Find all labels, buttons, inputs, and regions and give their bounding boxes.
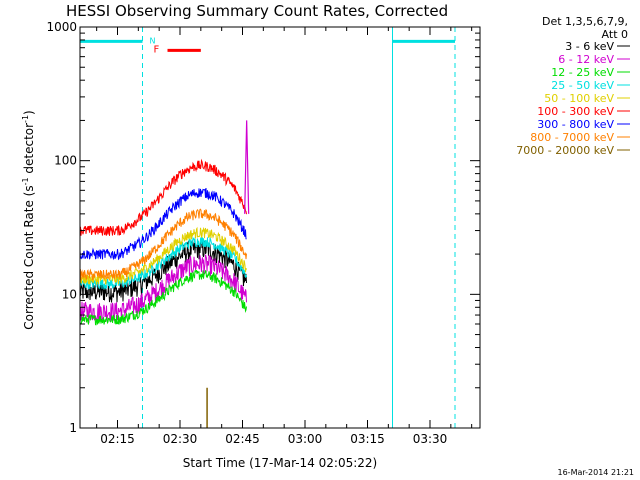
- legend-item-6: 300 - 800 keV: [537, 118, 614, 131]
- series-line-0: [79, 240, 247, 303]
- series-line-2: [79, 269, 247, 326]
- legend-item-5: 100 - 300 keV: [537, 105, 614, 118]
- x-tick-label: 02:15: [100, 432, 135, 446]
- y-axis-label-sup2: -1: [21, 115, 30, 123]
- plot-frame: 02:15 02:30 02:45 03:00 03:15 03:30 1 10 100 1000: [46, 20, 481, 446]
- x-tick-label: 02:45: [225, 432, 260, 446]
- chart-title: HESSI Observing Summary Count Rates, Cor…: [66, 2, 448, 20]
- y-tick-label: 1: [69, 421, 77, 435]
- plot-lines: NF: [79, 27, 456, 428]
- x-tick-label: 02:30: [163, 432, 198, 446]
- legend-item-4: 50 - 100 keV: [544, 92, 614, 105]
- y-axis-label-end: ): [22, 110, 36, 115]
- legend-header-line2: Att 0: [602, 28, 628, 41]
- series-line-1: [79, 254, 247, 324]
- plot-box: [79, 26, 481, 429]
- y-tick-label: 1000: [46, 20, 77, 34]
- series-line-5: [79, 158, 247, 236]
- legend-item-0: 3 - 6 keV: [565, 40, 614, 53]
- series-line-4: [79, 226, 247, 285]
- x-axis-label: Start Time (17-Mar-14 02:05:22): [183, 456, 377, 470]
- x-tick-label: 03:00: [288, 432, 323, 446]
- legend-header-line1: Det 1,3,5,6,7,9,: [542, 15, 628, 28]
- flag-label-n: N: [150, 36, 156, 45]
- legend-item-3: 25 - 50 keV: [551, 79, 614, 92]
- flare-spike: [244, 120, 250, 214]
- legend-item-1: 6 - 12 keV: [558, 53, 614, 66]
- y-axis-label-main: Corrected Count Rate (s: [22, 185, 36, 329]
- y-tick-label: 100: [54, 154, 77, 168]
- legend-item-8: 7000 - 20000 keV: [516, 144, 614, 157]
- y-axis-label-mid: detector: [22, 123, 36, 178]
- y-axis-label-sup1: -1: [21, 177, 30, 185]
- footer-date: 16-Mar-2014 21:21: [558, 468, 635, 477]
- series-line-7: [79, 208, 247, 281]
- x-tick-label: 03:15: [350, 432, 385, 446]
- y-tick-label: 10: [62, 287, 77, 301]
- flag-label-f: F: [154, 44, 160, 55]
- y-axis-label: Corrected Count Rate (s-1 detector-1): [21, 110, 36, 329]
- legend-item-2: 12 - 25 keV: [551, 66, 614, 79]
- legend-item-7: 800 - 7000 keV: [530, 131, 614, 144]
- series-line-6: [79, 187, 247, 261]
- series-line-3: [79, 235, 247, 291]
- x-tick-label: 03:30: [413, 432, 448, 446]
